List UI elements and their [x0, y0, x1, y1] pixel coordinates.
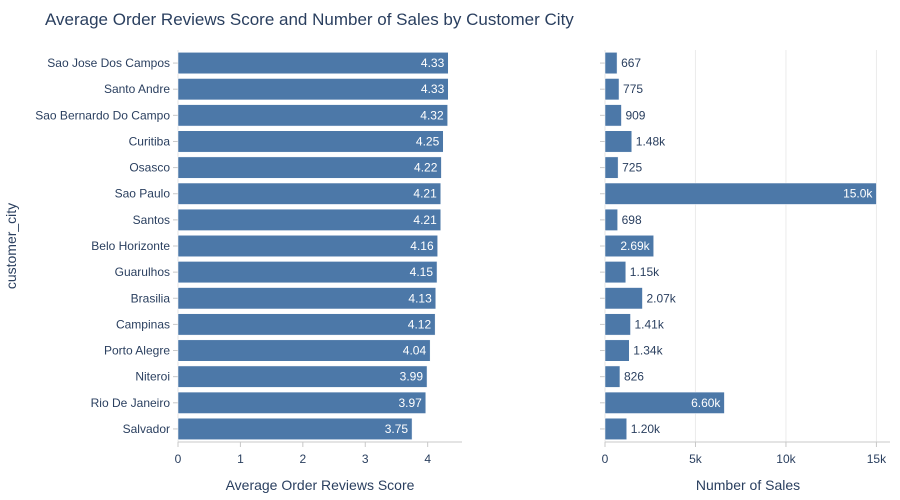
x-tick-label: 15k: [867, 452, 887, 466]
bar-sales: [604, 261, 627, 284]
x-tick-label: 0: [602, 452, 609, 466]
bar-review-score: [177, 287, 437, 310]
bar-sales: [604, 365, 621, 388]
category-label: Guarulhos: [115, 265, 170, 279]
bar-sales: [604, 208, 618, 231]
bar-review-score: [177, 313, 436, 336]
bar-value-label: 4.15: [410, 265, 434, 279]
bar-sales: [604, 339, 630, 362]
bar-value-label: 4.25: [416, 134, 440, 148]
x-tick-label: 2: [299, 452, 306, 466]
bar-sales: [604, 313, 631, 336]
bar-review-score: [177, 235, 438, 257]
bar-review-score: [177, 208, 442, 231]
category-label: Sao Paulo: [115, 187, 171, 201]
x-tick-label: 1: [237, 452, 244, 466]
bar-sales: [604, 130, 633, 153]
bar-value-label: 725: [622, 161, 642, 175]
bar-sales: [604, 156, 619, 179]
bar-sales: [604, 287, 643, 310]
x-axis-title-number-of-sales: Number of Sales: [696, 477, 800, 493]
bar-value-label: 4.13: [408, 291, 432, 305]
plot-area: Sao Jose Dos Campos Santo Andre Sao Bernar…: [35, 50, 890, 466]
x-axis-title-review-score: Average Order Reviews Score: [226, 477, 415, 493]
bar-value-label: 1.20k: [631, 422, 661, 436]
category-label: Sao Jose Dos Campos: [47, 56, 170, 70]
bar-value-label: 4.33: [421, 56, 445, 70]
x-tick-label: 5k: [689, 452, 703, 466]
bar-value-label: 4.04: [403, 344, 427, 358]
bar-sales: [604, 52, 618, 75]
bar-review-score: [177, 130, 444, 153]
category-label: Sao Bernardo Do Campo: [35, 108, 170, 122]
bar-review-score: [177, 417, 413, 440]
bar-review-score: [177, 182, 442, 205]
bar-review-score: [177, 52, 449, 75]
bar-sales: [604, 417, 627, 440]
x-tick-label: 4: [424, 452, 431, 466]
bar-value-label: 3.97: [398, 396, 422, 410]
bar-review-score: [177, 365, 428, 388]
bar-value-label: 4.21: [413, 213, 437, 227]
category-label: Rio De Janeiro: [91, 396, 171, 410]
bar-value-label: 1.48k: [636, 134, 666, 148]
bar-value-label: 4.22: [414, 161, 438, 175]
bar-sales: [604, 104, 622, 127]
bar-value-label: 15.0k: [843, 187, 873, 201]
x-tick-label: 10k: [776, 452, 796, 466]
category-label: Niteroi: [135, 370, 170, 384]
bar-value-label: 4.16: [410, 239, 434, 253]
bar-value-label: 2.07k: [646, 291, 676, 305]
category-label: Curitiba: [129, 134, 171, 148]
bar-value-label: 826: [624, 370, 644, 384]
category-label: Salvador: [123, 422, 170, 436]
bar-value-label: 3.99: [400, 370, 424, 384]
bar-value-label: 4.32: [420, 108, 444, 122]
bar-sales: [604, 235, 654, 257]
category-label: Santo Andre: [104, 82, 170, 96]
bar-review-score: [177, 339, 431, 362]
bar-sales: [604, 78, 620, 101]
bar-value-label: 909: [625, 108, 645, 122]
category-label: Osasco: [129, 161, 170, 175]
category-label: Porto Alegre: [104, 344, 170, 358]
category-label: Brasilia: [131, 291, 171, 305]
bar-value-label: 6.60k: [691, 396, 721, 410]
y-axis-title: customer_city: [3, 203, 19, 289]
bar-review-score: [177, 156, 442, 179]
x-tick-label: 3: [362, 452, 369, 466]
bar-value-label: 667: [621, 56, 641, 70]
bar-value-label: 1.41k: [635, 317, 665, 331]
bar-value-label: 1.34k: [633, 344, 663, 358]
bar-value-label: 2.69k: [620, 239, 650, 253]
bar-review-score: [177, 261, 438, 284]
category-label: Belo Horizonte: [91, 239, 170, 253]
category-label: Santos: [133, 213, 170, 227]
bar-sales: [604, 182, 877, 205]
bar-review-score: [177, 78, 449, 101]
bar-sales: [604, 391, 725, 414]
bar-value-label: 4.33: [421, 82, 445, 96]
bar-value-label: 1.15k: [630, 265, 660, 279]
x-tick-label: 0: [175, 452, 182, 466]
bar-value-label: 4.21: [413, 187, 437, 201]
bar-value-label: 775: [623, 82, 643, 96]
chart-title: Average Order Reviews Score and Number o…: [45, 10, 574, 29]
bar-value-label: 3.75: [385, 422, 409, 436]
bar-value-label: 698: [622, 213, 642, 227]
bar-review-score: [177, 104, 448, 127]
bar-review-score: [177, 391, 427, 414]
bar-value-label: 4.12: [408, 317, 432, 331]
category-label: Campinas: [116, 317, 170, 331]
